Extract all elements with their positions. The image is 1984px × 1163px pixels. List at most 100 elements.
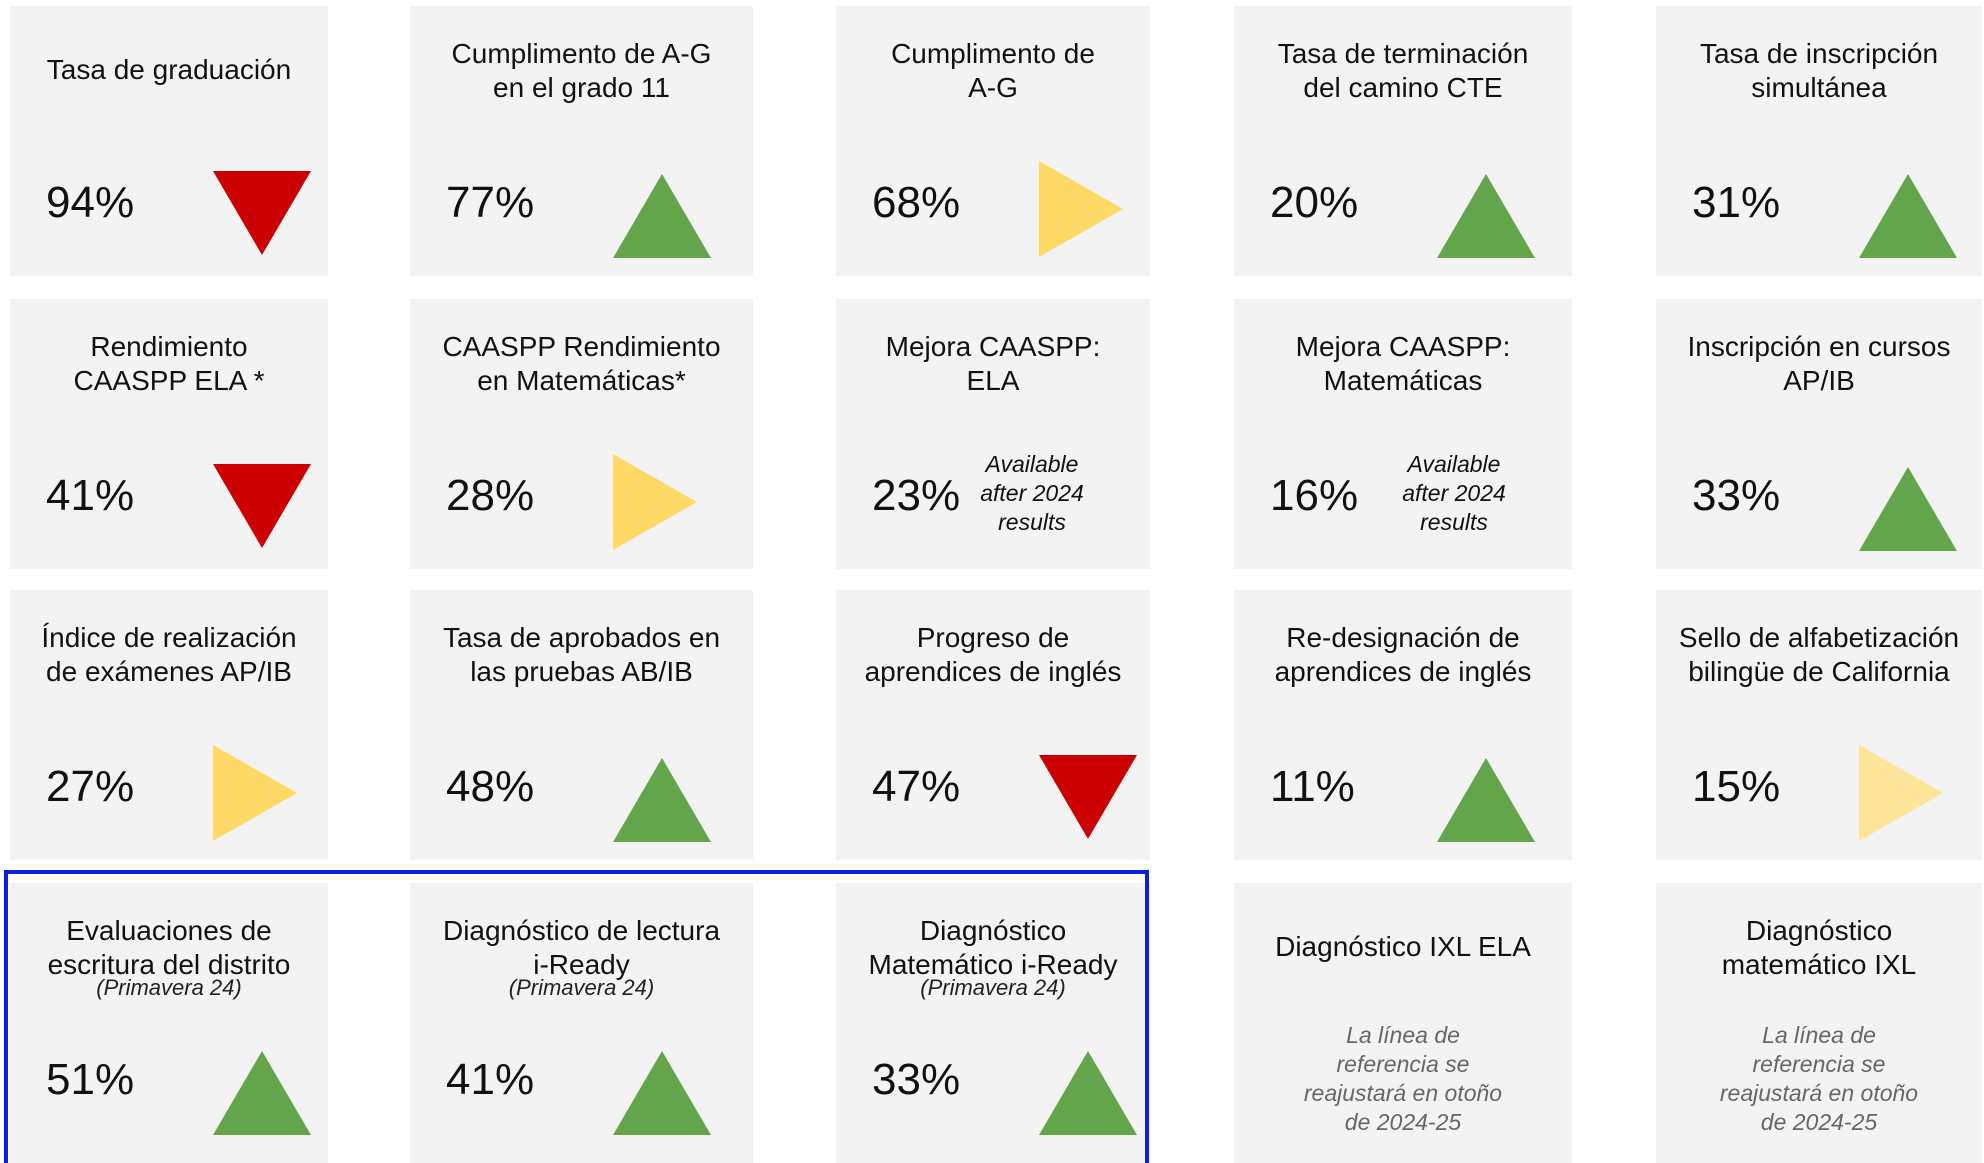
kpi-card: Diagnóstico Matemático i-Ready (Primavera …	[836, 883, 1150, 1163]
trend-indicator	[1859, 745, 1943, 841]
baseline-note: La línea de	[1346, 1022, 1460, 1048]
card-title: Tasa de graduación	[46, 54, 292, 85]
trend-indicator	[613, 758, 711, 842]
card-title: Diagnóstico de lectura	[442, 915, 721, 946]
card-value: 77%	[446, 178, 535, 227]
trend-indicator	[1859, 467, 1957, 551]
card-title: en el grado 11	[493, 72, 670, 103]
kpi-card: Sello de alfabetización bilingüe de Calif…	[1656, 590, 1982, 860]
kpi-card: Diagnóstico de lectura i-Ready (Primavera …	[410, 883, 753, 1163]
card-title: Tasa de terminación	[1277, 38, 1529, 69]
kpi-card: Re-designación de aprendices de inglés 11%	[1234, 590, 1572, 860]
trend-indicator	[213, 171, 311, 255]
card-title: CAASPP Rendimiento	[442, 331, 721, 362]
kpi-card: Tasa de inscripción simultánea 31%	[1656, 6, 1982, 276]
kpi-card: Tasa de graduación 94%	[10, 6, 328, 276]
card-title: aprendices de inglés	[1274, 656, 1532, 687]
card-value: 68%	[872, 178, 961, 227]
triangle	[1437, 758, 1535, 842]
triangle	[613, 454, 697, 550]
card-title: Tasa de aprobados en	[442, 622, 721, 653]
kpi-card: Progreso de aprendices de inglés 47%	[836, 590, 1150, 860]
card-value: 15%	[1692, 762, 1781, 811]
kpi-card: Rendimiento CAASPP ELA * 41%	[10, 299, 328, 569]
triangle	[1859, 745, 1943, 841]
card-title: las pruebas AB/IB	[470, 656, 693, 687]
card-value: 11%	[1270, 762, 1355, 811]
card-value: 94%	[46, 178, 135, 227]
baseline-note: referencia se	[1752, 1051, 1886, 1077]
card-value: 28%	[446, 471, 535, 520]
card-subtitle: (Primavera 24)	[920, 975, 1066, 1000]
card-title: Diagnóstico	[1745, 915, 1893, 946]
card-title: Mejora CAASPP:	[1295, 331, 1511, 362]
card-title: bilingüe de California	[1688, 656, 1950, 687]
kpi-card: Tasa de terminación del camino CTE 20%	[1234, 6, 1572, 276]
card-title: Índice de realización	[41, 622, 297, 653]
kpi-card: Diagnóstico matemático IXL La línea de refe…	[1656, 883, 1982, 1163]
card-subtitle: (Primavera 24)	[508, 975, 655, 1000]
triangle	[613, 758, 711, 842]
highlight-frame	[4, 870, 1149, 1163]
card-title: Rendimiento	[90, 331, 248, 362]
card-note: Available	[985, 451, 1079, 477]
kpi-card: Mejora CAASPP: Matemáticas 16% Available aft…	[1234, 299, 1572, 569]
card-title: Cumplimento de A-G	[451, 38, 712, 69]
baseline-note: reajustará en otoño	[1719, 1080, 1919, 1106]
trend-indicator	[1437, 174, 1535, 258]
card-title: de exámenes AP/IB	[46, 656, 292, 687]
card-value: 41%	[46, 471, 135, 520]
card-title: en Matemáticas*	[477, 365, 686, 396]
card-title: Progreso de	[916, 622, 1070, 653]
card-title: Diagnóstico IXL ELA	[1275, 931, 1531, 962]
trend-indicator	[613, 454, 697, 550]
card-title: aprendices de inglés	[864, 656, 1122, 687]
card-title: Tasa de inscripción	[1699, 38, 1939, 69]
card-value: 47%	[872, 762, 961, 811]
trend-indicator	[1039, 755, 1137, 839]
triangle	[613, 1051, 711, 1135]
card-note: after 2024	[980, 480, 1084, 506]
triangle	[1859, 174, 1957, 258]
kpi-card: Índice de realización de exámenes AP/IB 27…	[10, 590, 328, 860]
card-value: 20%	[1270, 178, 1359, 227]
kpi-card: Evaluaciones de escritura del distrito (Pr…	[10, 883, 328, 1163]
triangle	[1437, 174, 1535, 258]
trend-indicator	[1437, 758, 1535, 842]
triangle	[213, 171, 311, 255]
kpi-card: CAASPP Rendimiento en Matemáticas* 28%	[410, 299, 753, 569]
baseline-note: reajustará en otoño	[1303, 1080, 1503, 1106]
triangle	[1039, 755, 1137, 839]
kpi-card: Cumplimento de A-G 68%	[836, 6, 1150, 276]
trend-indicator	[213, 464, 311, 548]
kpi-card: Mejora CAASPP: ELA 23% Available after 2024 r…	[836, 299, 1150, 569]
card-value: 48%	[446, 762, 535, 811]
baseline-note: de 2024-25	[1760, 1109, 1878, 1135]
card-value: 33%	[872, 1055, 961, 1104]
card-title: Inscripción en cursos	[1687, 331, 1951, 362]
card-title: del camino CTE	[1303, 72, 1503, 103]
triangle	[1039, 1051, 1137, 1135]
trend-indicator	[1039, 1051, 1137, 1135]
triangle	[213, 745, 297, 841]
trend-indicator	[613, 174, 711, 258]
card-value: 31%	[1692, 178, 1781, 227]
trend-indicator	[213, 745, 297, 841]
card-title: ELA	[966, 365, 1020, 396]
card-title: Matemáticas	[1323, 365, 1483, 396]
triangle	[613, 174, 711, 258]
triangle	[213, 1051, 311, 1135]
card-title: Sello de alfabetización	[1678, 622, 1960, 653]
card-title: CAASPP ELA *	[73, 365, 265, 396]
kpi-card: Diagnóstico IXL ELA La línea de referencia…	[1234, 883, 1572, 1163]
card-title: Cumplimento de	[891, 38, 1095, 69]
card-value: 33%	[1692, 471, 1781, 520]
card-title: i-Ready	[533, 949, 630, 980]
card-title: Diagnóstico	[919, 915, 1067, 946]
card-title: Mejora CAASPP:	[885, 331, 1101, 362]
card-value: 27%	[46, 762, 135, 811]
card-title: A-G	[968, 72, 1018, 103]
triangle	[1859, 467, 1957, 551]
baseline-note: referencia se	[1336, 1051, 1470, 1077]
